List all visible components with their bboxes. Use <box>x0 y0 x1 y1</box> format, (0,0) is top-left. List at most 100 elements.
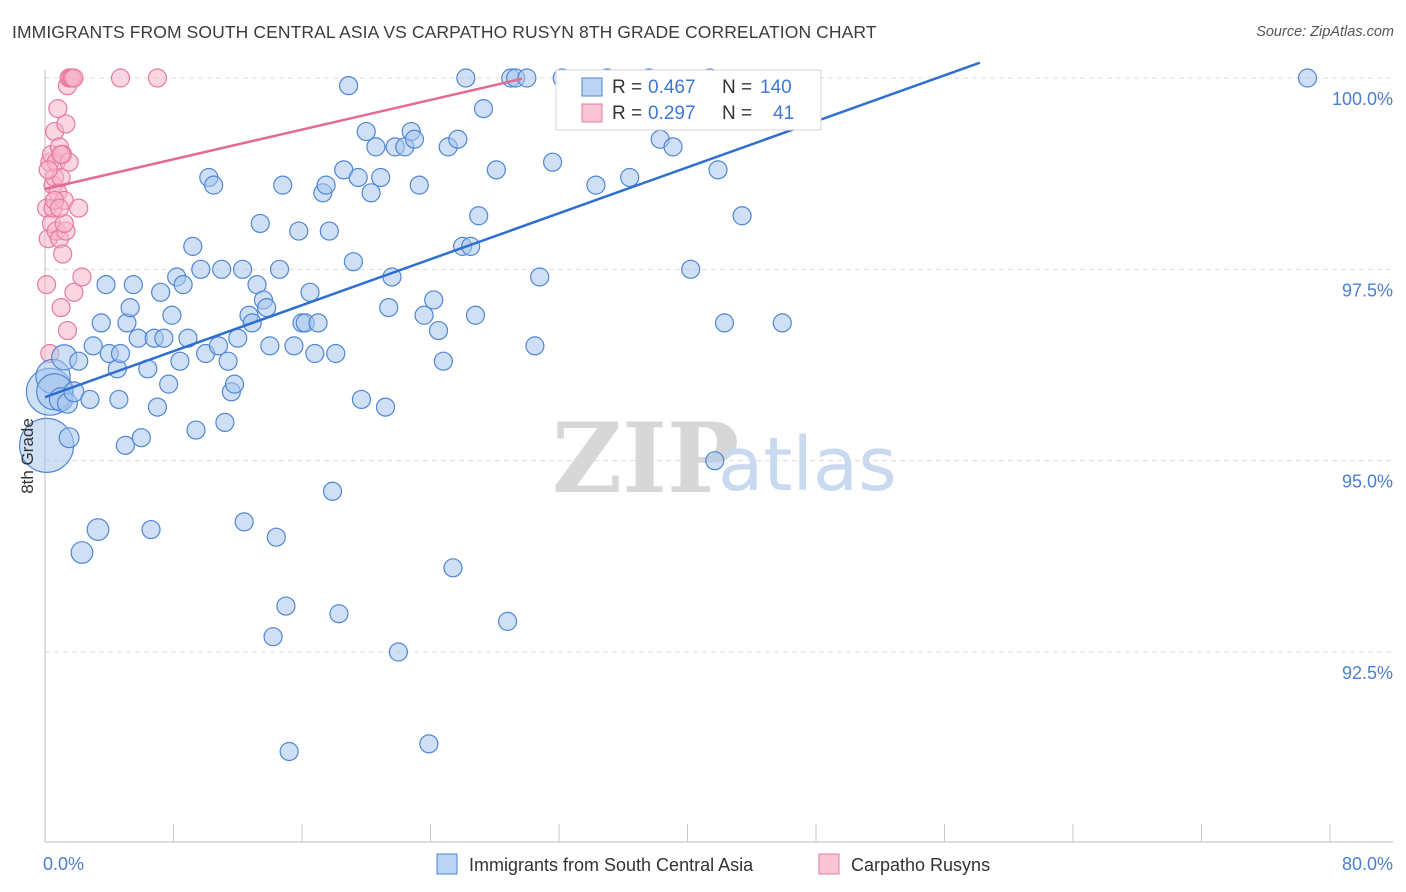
x-tick-label: 0.0% <box>43 854 84 874</box>
south-central-asia-point <box>257 298 277 318</box>
y-axis-label: 8th Grade <box>18 418 37 494</box>
south-central-asia-point <box>361 183 381 203</box>
south-central-asia-point <box>173 275 193 295</box>
south-central-asia-point <box>433 351 453 371</box>
south-central-asia-point <box>343 252 363 272</box>
south-central-asia-point <box>351 389 372 410</box>
south-central-asia-point <box>284 336 304 356</box>
legend-series: Immigrants from South Central Asia Carpa… <box>436 853 990 875</box>
south-central-asia-point <box>91 313 111 333</box>
south-central-asia-point <box>224 374 245 394</box>
south-central-asia-point <box>115 435 135 455</box>
chart-title: IMMIGRANTS FROM SOUTH CENTRAL ASIA VS CA… <box>12 22 877 42</box>
south-central-asia-point <box>186 420 206 440</box>
south-central-asia-point <box>486 160 506 180</box>
south-central-asia-point <box>443 558 463 578</box>
south-central-asia-point <box>322 481 343 501</box>
tick-labels: 92.5% 95.0% 97.5% 100.0% 0.0% 80.0% <box>43 89 1393 874</box>
south-central-asia-point <box>586 175 606 195</box>
carpatho-rusyn-points <box>37 68 168 364</box>
south-central-asia-point <box>319 221 339 241</box>
south-central-asia-point <box>465 305 486 325</box>
chart-source: Source: ZipAtlas.com <box>1256 24 1394 40</box>
legend-bottom-pink-swatch <box>818 853 840 875</box>
south-central-asia-trendline <box>44 61 981 399</box>
south-central-asia-point <box>141 519 161 540</box>
carpatho-rusyn-point <box>49 198 70 218</box>
south-central-asia-point <box>110 343 131 364</box>
carpatho-rusyn-point <box>38 160 58 180</box>
south-central-asia-point <box>371 167 391 188</box>
south-central-asia-point <box>86 518 110 541</box>
south-central-asia-point <box>83 336 103 356</box>
legend-pink-n-label: N = <box>722 103 752 124</box>
south-central-asia-point <box>305 343 325 364</box>
south-central-asia-point <box>517 68 537 88</box>
south-central-asia-point <box>215 412 235 432</box>
south-central-asia-point <box>424 290 444 310</box>
south-central-asia-point <box>63 381 85 403</box>
south-central-asia-point <box>366 137 386 157</box>
legend-blue-swatch <box>581 77 603 97</box>
south-central-asia-point <box>348 167 368 188</box>
south-central-asia-point <box>131 428 151 448</box>
south-central-asia-point <box>128 328 148 348</box>
south-central-asia-point <box>147 397 168 417</box>
south-central-asia-point <box>263 627 283 647</box>
south-central-asia-point <box>356 121 376 142</box>
carpatho-rusyn-point <box>64 282 84 302</box>
south-central-asia-point <box>326 343 346 364</box>
south-central-asia-point <box>234 512 254 532</box>
carpatho-rusyn-point <box>56 114 76 134</box>
south-central-asia-point <box>379 298 399 318</box>
south-central-asia-point <box>461 236 481 256</box>
watermark-atlas: atlas <box>718 422 897 508</box>
carpatho-rusyn-point <box>147 68 168 88</box>
carpatho-rusyn-point <box>69 198 89 218</box>
carpatho-rusyn-point <box>37 275 57 295</box>
south-central-asia-point <box>300 282 320 302</box>
south-central-asia-point <box>120 298 140 318</box>
south-central-asia-point <box>109 389 129 410</box>
south-central-asia-point <box>279 741 299 762</box>
south-central-asia-point <box>162 305 182 325</box>
trend-lines <box>44 61 981 399</box>
south-central-asia-point <box>273 175 293 195</box>
south-central-asia-point <box>208 336 229 356</box>
south-central-asia-point <box>183 236 203 256</box>
south-central-asia-point <box>96 275 116 295</box>
y-tick-label: 92.5% <box>1342 663 1393 683</box>
watermark: ZIP atlas <box>552 402 897 515</box>
south-central-asia-point <box>69 351 89 371</box>
south-central-asia-point <box>159 374 179 394</box>
carpatho-rusyn-point <box>51 298 71 318</box>
south-central-asia-point <box>681 259 701 279</box>
south-central-asia-point <box>80 389 100 410</box>
south-central-asia-point <box>58 427 80 449</box>
south-central-asia-point <box>469 206 489 226</box>
legend-bottom-pink-label: Carpatho Rusyns <box>851 855 990 875</box>
south-central-asia-point <box>269 259 290 279</box>
legend-bottom-blue-swatch <box>436 853 458 875</box>
carpatho-rusyn-point <box>53 244 73 264</box>
legend-blue-n-label: N = <box>722 77 752 98</box>
legend-pink-r-label: R = <box>612 103 642 124</box>
south-central-asia-point <box>1297 68 1318 88</box>
south-central-asia-point <box>708 160 728 180</box>
south-central-asia-point <box>663 137 683 157</box>
carpatho-rusyn-point <box>51 144 71 165</box>
south-central-asia-point <box>250 213 270 234</box>
south-central-asia-points <box>19 68 1318 762</box>
y-tick-label: 100.0% <box>1332 89 1393 109</box>
south-central-asia-point <box>308 313 328 333</box>
south-central-asia-point <box>375 397 396 417</box>
south-central-asia-point <box>218 351 238 371</box>
south-central-asia-point <box>191 259 211 279</box>
south-central-asia-point <box>620 167 640 188</box>
legend-pink-n-value: 41 <box>773 103 794 124</box>
south-central-asia-point <box>732 206 752 226</box>
carpatho-rusyn-point <box>72 267 92 287</box>
south-central-asia-point <box>228 328 248 348</box>
south-central-asia-point <box>409 175 429 195</box>
south-central-asia-point <box>414 305 434 325</box>
